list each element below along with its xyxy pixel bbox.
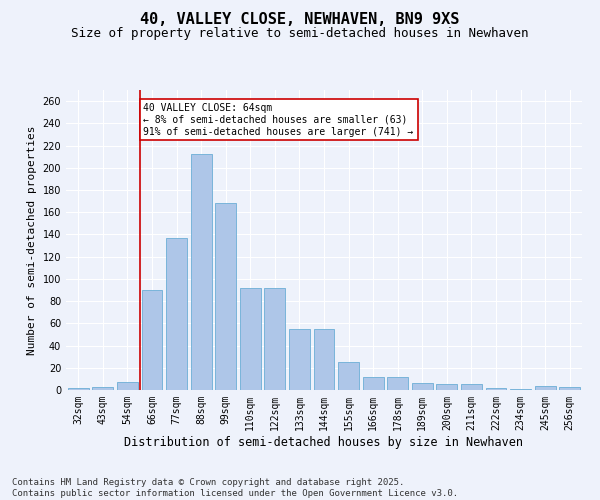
Bar xyxy=(215,204,236,390)
Text: Size of property relative to semi-detached houses in Newhaven: Size of property relative to semi-detach… xyxy=(71,28,529,40)
X-axis label: Distribution of semi-detached houses by size in Newhaven: Distribution of semi-detached houses by … xyxy=(125,436,523,448)
Bar xyxy=(117,382,138,390)
Bar xyxy=(535,386,556,390)
Bar xyxy=(92,386,113,390)
Bar xyxy=(191,154,212,390)
Bar xyxy=(338,362,359,390)
Bar xyxy=(436,384,457,390)
Text: 40 VALLEY CLOSE: 64sqm
← 8% of semi-detached houses are smaller (63)
91% of semi: 40 VALLEY CLOSE: 64sqm ← 8% of semi-deta… xyxy=(143,104,413,136)
Bar xyxy=(559,386,580,390)
Text: Contains HM Land Registry data © Crown copyright and database right 2025.
Contai: Contains HM Land Registry data © Crown c… xyxy=(12,478,458,498)
Bar xyxy=(142,290,163,390)
Bar xyxy=(68,388,89,390)
Bar xyxy=(387,376,408,390)
Text: 40, VALLEY CLOSE, NEWHAVEN, BN9 9XS: 40, VALLEY CLOSE, NEWHAVEN, BN9 9XS xyxy=(140,12,460,28)
Bar xyxy=(265,288,286,390)
Bar xyxy=(510,389,531,390)
Bar xyxy=(166,238,187,390)
Bar xyxy=(289,329,310,390)
Bar xyxy=(240,288,261,390)
Bar xyxy=(314,329,334,390)
Bar xyxy=(461,384,482,390)
Bar xyxy=(362,376,383,390)
Bar xyxy=(485,388,506,390)
Y-axis label: Number of semi-detached properties: Number of semi-detached properties xyxy=(27,125,37,355)
Bar xyxy=(412,384,433,390)
